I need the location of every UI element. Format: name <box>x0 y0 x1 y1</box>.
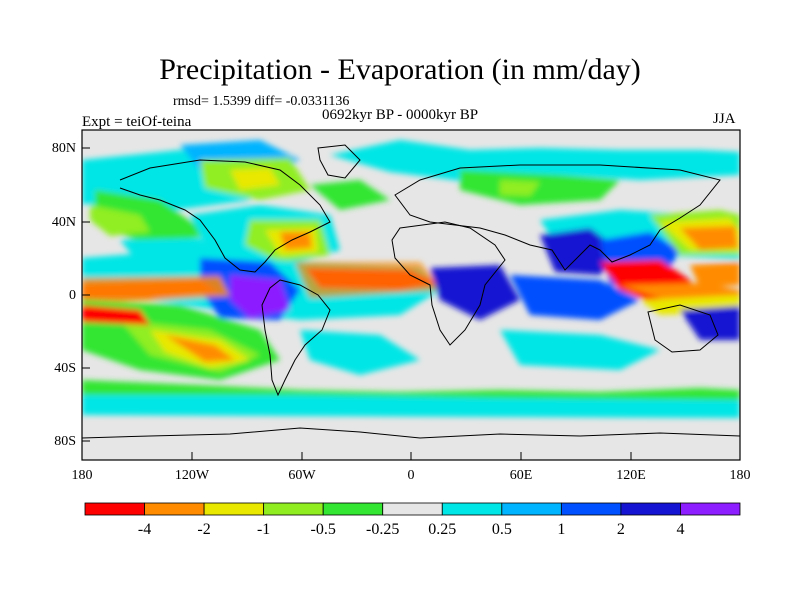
x-tick-label: 120W <box>174 468 210 483</box>
indian-ocean-blue <box>510 275 640 320</box>
colorbar-box <box>680 502 741 516</box>
colorbar-label: 4 <box>676 521 685 538</box>
stats-label: rmsd= 1.5399 diff= -0.0331136 <box>173 94 350 109</box>
colorbar-box <box>322 502 384 516</box>
colorbar-box <box>203 502 265 516</box>
north-pacific-yellow <box>90 205 150 236</box>
greenland-coast <box>317 144 361 179</box>
y-tick-label: 40S <box>54 361 76 376</box>
canada-yellow <box>230 168 280 190</box>
colorbar-label: 1 <box>557 521 566 538</box>
x-tick-label: 180 <box>729 468 751 483</box>
season-label: JJA <box>713 111 736 127</box>
south-pacific-red <box>82 305 150 325</box>
west-pacific-orange <box>680 226 738 250</box>
period-label: 0692kyr BP - 0000kyr BP <box>322 107 479 123</box>
colorbar-box <box>620 502 681 516</box>
africa-blue <box>430 265 520 320</box>
colorbar-box <box>501 502 562 516</box>
colorbar-box <box>560 502 622 516</box>
colorbar-label: 0.25 <box>428 521 457 538</box>
coastlines <box>82 144 740 439</box>
colorbar-label: -0.5 <box>310 521 336 538</box>
y-tick-label: 80S <box>54 434 76 449</box>
y-tick-label: 0 <box>69 288 76 303</box>
eurasia-green <box>460 170 620 205</box>
eurasia-coast <box>394 164 721 271</box>
y-tick-label: 80N <box>51 141 76 156</box>
contour-field <box>82 130 740 460</box>
southern-ocean-cyan <box>82 395 740 418</box>
experiment-label: Expt = teiOf-teina <box>82 114 192 130</box>
colorbar-box <box>382 502 443 516</box>
colorbar <box>84 502 741 516</box>
colorbar-label: -0.25 <box>366 521 400 538</box>
australia-coast <box>647 304 719 353</box>
india-blue <box>540 228 620 275</box>
colorbar-box <box>441 502 503 516</box>
eurasia-yellow <box>500 180 540 196</box>
colorbar-label: -2 <box>197 521 211 538</box>
africa-coast <box>391 221 506 346</box>
equatorial-orange-west <box>82 276 230 304</box>
south-indian-cyan <box>500 330 660 370</box>
axis-ticks <box>81 147 741 460</box>
x-tick-label: 60W <box>288 468 316 483</box>
colorbar-label: 0.5 <box>491 521 512 538</box>
colorbar-label: -4 <box>137 521 152 538</box>
subtropical-pacific-orange <box>690 262 740 288</box>
south-atlantic-cyan <box>300 330 420 375</box>
colorbar-box <box>263 502 324 516</box>
antarctica-coast <box>82 427 740 439</box>
colorbar-label: 2 <box>616 521 625 538</box>
y-tick-label: 40N <box>51 215 76 230</box>
colorbar-box <box>144 502 205 516</box>
x-tick-label: 120E <box>616 468 646 483</box>
colorbar-label: -1 <box>256 521 271 538</box>
x-tick-label: 60E <box>509 468 533 483</box>
x-tick-label: 0 <box>407 468 415 483</box>
south-america-violet <box>230 275 290 318</box>
south-pacific-orange <box>165 335 235 362</box>
arctic-cyan <box>330 140 740 182</box>
plot-title: Precipitation - Evaporation (in mm/day) <box>159 53 641 86</box>
southwest-pacific-blue <box>680 306 740 340</box>
north-america-coast <box>119 159 331 273</box>
north-atlantic-green <box>310 180 390 210</box>
x-tick-label: 180 <box>71 468 93 483</box>
colorbar-box <box>84 502 145 516</box>
gulf-orange <box>280 232 312 250</box>
equatorial-orange-atlantic <box>295 262 445 298</box>
south-america-coast <box>261 279 331 397</box>
